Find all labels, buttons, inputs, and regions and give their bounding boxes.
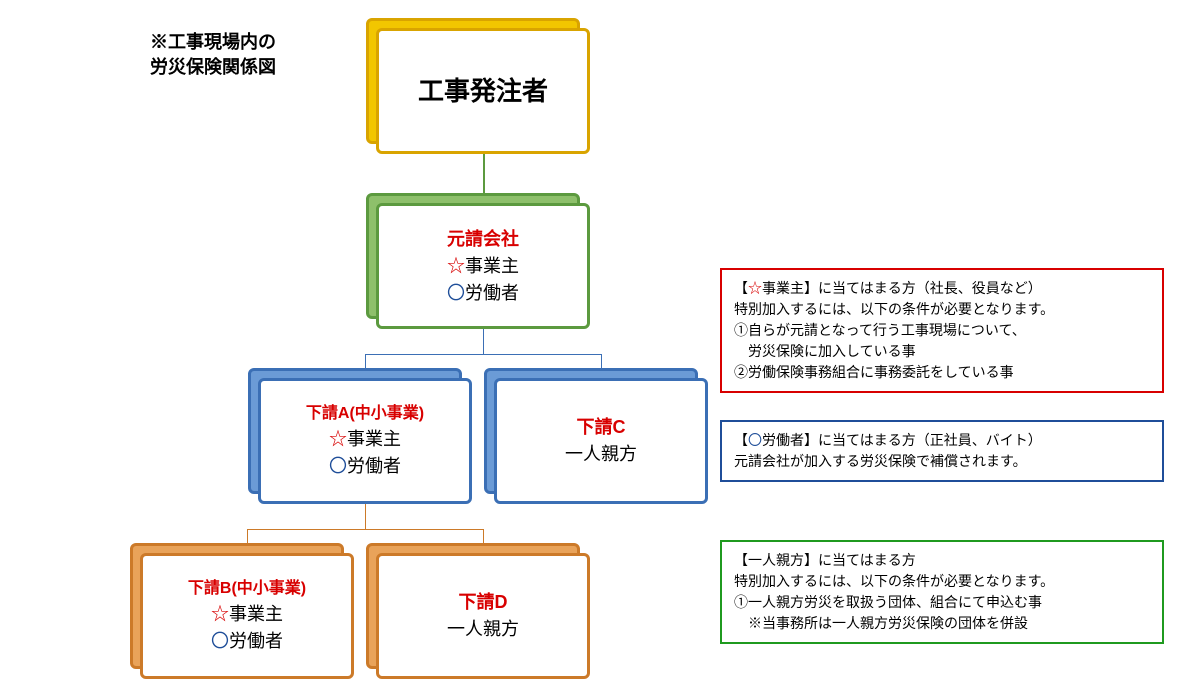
- node-subB-line-1: ☆事業主: [211, 601, 283, 628]
- node-text: 下請A(中小事業): [306, 405, 424, 422]
- callout-solo_box-line-3: ※当事務所は一人親方労災保険の団体を併設: [734, 613, 1150, 634]
- node-text: 一人親方: [447, 619, 519, 639]
- callout-span: 特別加入するには、以下の条件が必要となります。: [734, 573, 1054, 589]
- title-line2: 労災保険関係図: [150, 57, 276, 77]
- callout-owner_box-line-3: 労災保険に加入している事: [734, 341, 1150, 362]
- diagram-title: ※工事現場内の 労災保険関係図: [150, 30, 276, 80]
- callout-span: ①自らが元請となって行う工事現場について、: [734, 322, 1026, 338]
- connector: [365, 504, 366, 529]
- prefix-symbol: ☆: [329, 429, 347, 449]
- node-subA-line-1: ☆事業主: [329, 426, 401, 453]
- node-text: 労働者: [347, 456, 401, 476]
- title-line1: ※工事現場内の: [150, 32, 276, 52]
- callout-span: ☆: [748, 280, 762, 296]
- node-subD-line-1: 一人親方: [447, 616, 519, 643]
- node-subB: 下請B(中小事業)☆事業主〇労働者: [140, 553, 354, 679]
- callout-solo_box: 【一人親方】に当てはまる方特別加入するには、以下の条件が必要となります。 ①一人親…: [720, 540, 1164, 644]
- callout-owner_box-line-2: ①自らが元請となって行う工事現場について、: [734, 320, 1150, 341]
- node-subC-line-0: 下請C: [577, 414, 626, 441]
- callout-worker_box-line-1: 元請会社が加入する労災保険で補償されます。: [734, 451, 1150, 472]
- node-text: 事業主: [465, 256, 519, 276]
- node-text: 工事発注者: [418, 76, 548, 106]
- prefix-symbol: 〇: [447, 283, 465, 303]
- node-prime: 元請会社☆事業主〇労働者: [376, 203, 590, 329]
- callout-span: 労働者】に当てはまる方（正社員、バイト）: [762, 432, 1042, 448]
- node-subA-line-0: 下請A(中小事業): [306, 402, 424, 426]
- node-owner: 工事発注者: [376, 28, 590, 154]
- node-subA-line-2: 〇労働者: [329, 453, 401, 480]
- node-prime-line-0: 元請会社: [447, 226, 519, 253]
- node-subB-line-2: 〇労働者: [211, 628, 283, 655]
- prefix-symbol: ☆: [211, 604, 229, 624]
- node-text: 下請D: [459, 592, 508, 612]
- connector: [365, 354, 601, 355]
- node-text: 下請B(中小事業): [188, 580, 306, 597]
- node-text: 下請C: [577, 417, 626, 437]
- node-subC: 下請C 一人親方: [494, 378, 708, 504]
- callout-worker_box-line-0: 【〇労働者】に当てはまる方（正社員、バイト）: [734, 430, 1150, 451]
- node-subD-line-0: 下請D: [459, 589, 508, 616]
- callout-span: 事業主】に当てはまる方（社長、役員など）: [762, 280, 1042, 296]
- callout-span: ※当事務所は一人親方労災保険の団体を併設: [734, 615, 1028, 631]
- callout-solo_box-line-1: 特別加入するには、以下の条件が必要となります。: [734, 571, 1150, 592]
- callout-span: 特別加入するには、以下の条件が必要となります。: [734, 301, 1054, 317]
- prefix-symbol: 〇: [329, 456, 347, 476]
- callout-span: ①一人親方労災を取扱う団体、組合にて申込む事: [734, 594, 1042, 610]
- node-subC-line-1: 一人親方: [565, 441, 637, 468]
- node-owner-line-0: 工事発注者: [418, 72, 548, 111]
- node-text: 労働者: [229, 631, 283, 651]
- node-subA: 下請A(中小事業)☆事業主〇労働者: [258, 378, 472, 504]
- callout-owner_box: 【☆事業主】に当てはまる方（社長、役員など） 特別加入するには、以下の条件が必要と…: [720, 268, 1164, 393]
- callout-span: 【: [734, 280, 748, 296]
- callout-span: 元請会社が加入する労災保険で補償されます。: [734, 453, 1027, 469]
- connector: [483, 329, 484, 354]
- callout-span: 〇: [748, 432, 762, 448]
- callout-solo_box-line-2: ①一人親方労災を取扱う団体、組合にて申込む事: [734, 592, 1150, 613]
- callout-span: 労災保険に加入している事: [734, 343, 916, 359]
- node-text: 事業主: [229, 604, 283, 624]
- node-subB-line-0: 下請B(中小事業): [188, 577, 306, 601]
- callout-span: 【一人親方】に当てはまる方: [734, 552, 916, 568]
- callout-owner_box-line-0: 【☆事業主】に当てはまる方（社長、役員など）: [734, 278, 1150, 299]
- node-text: 元請会社: [447, 229, 519, 249]
- node-text: 一人親方: [565, 444, 637, 464]
- connector: [247, 529, 483, 530]
- callout-solo_box-line-0: 【一人親方】に当てはまる方: [734, 550, 1150, 571]
- callout-span: ②労働保険事務組合に事務委託をしている事: [734, 364, 1014, 380]
- callout-span: 【: [734, 432, 748, 448]
- node-prime-line-1: ☆事業主: [447, 253, 519, 280]
- prefix-symbol: ☆: [447, 256, 465, 276]
- node-text: 事業主: [347, 429, 401, 449]
- callout-owner_box-line-4: ②労働保険事務組合に事務委託をしている事: [734, 362, 1150, 383]
- prefix-symbol: 〇: [211, 631, 229, 651]
- node-prime-line-2: 〇労働者: [447, 280, 519, 307]
- node-text: 労働者: [465, 283, 519, 303]
- node-subD: 下請D 一人親方: [376, 553, 590, 679]
- callout-owner_box-line-1: 特別加入するには、以下の条件が必要となります。: [734, 299, 1150, 320]
- callout-worker_box: 【〇労働者】に当てはまる方（正社員、バイト） 元請会社が加入する労災保険で補償され…: [720, 420, 1164, 482]
